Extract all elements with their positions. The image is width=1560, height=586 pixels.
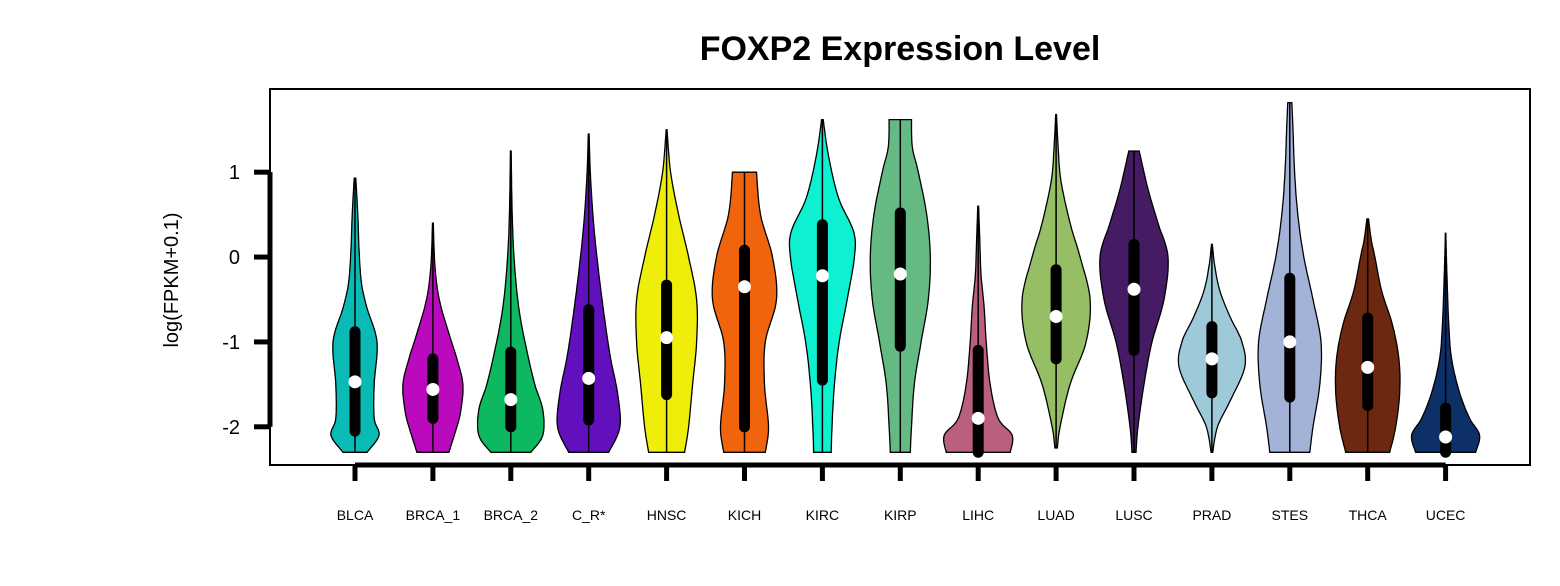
x-tick-label: BRCA_2 [484,507,539,523]
y-axis-label: log(FPKM+0.1) [161,212,183,347]
violin-median-point [426,382,440,396]
violin-brca-1 [402,222,464,453]
violin-lihc [942,205,1014,458]
violin-stes [1257,101,1323,453]
violin-lusc [1099,150,1169,453]
x-tick-label: BLCA [337,507,374,523]
violin-median-point [1439,430,1453,444]
violin-median-point [738,280,751,294]
violin-median-point [348,375,362,389]
y-tick-label: -1 [222,332,240,354]
violin-kirp [869,118,932,453]
violin-kirc [788,118,857,453]
chart-title: FOXP2 Expression Level [700,30,1101,68]
violin-median-point [1127,282,1141,296]
x-tick-label: KIRP [884,507,917,523]
violin-prad [1177,243,1247,453]
x-tick-label: HNSC [647,507,687,523]
violin-c-r- [556,133,622,453]
violin-median-point [504,393,518,407]
violin-median-point [1283,335,1297,349]
y-axis: 1 0 -1 -2 [222,162,273,439]
violin-median-point [893,267,907,281]
violin-group [330,101,1481,458]
x-tick-label: BRCA_1 [406,507,461,523]
y-tick-label: -2 [222,417,240,439]
y-tick-label: 1 [229,162,240,184]
x-tick-label: LUAD [1037,507,1074,523]
violin-brca-2 [476,150,545,453]
y-tick-label: 0 [229,247,240,269]
violin-median-point [1361,360,1375,374]
x-tick-label: PRAD [1192,507,1231,523]
violin-median-point [1205,352,1219,366]
x-tick-label: C_R* [572,507,606,523]
x-tick-label: LUSC [1115,507,1152,523]
x-tick-label: STES [1272,507,1309,523]
x-tick-label: KICH [728,507,761,523]
violin-thca [1334,218,1401,453]
x-axis: BLCA BRCA_1 BRCA_2 C_R* HNSC KICH KIRC KIRP LIHC… [337,462,1466,523]
violin-median-point [660,331,674,345]
violin-median-point [815,269,829,283]
x-tick-label: UCEC [1426,507,1466,523]
x-tick-label: THCA [1349,507,1388,523]
x-tick-label: LIHC [962,507,994,523]
violin-luad [1021,113,1092,449]
violin-median-point [971,411,985,425]
violin-hnsc [635,129,699,453]
violin-median-point [1049,309,1063,323]
violin-median-point [582,371,596,385]
violin-ucec [1410,232,1481,458]
violin-kich [711,171,778,453]
x-tick-label: KIRC [806,507,839,523]
violin-blca [330,177,380,453]
